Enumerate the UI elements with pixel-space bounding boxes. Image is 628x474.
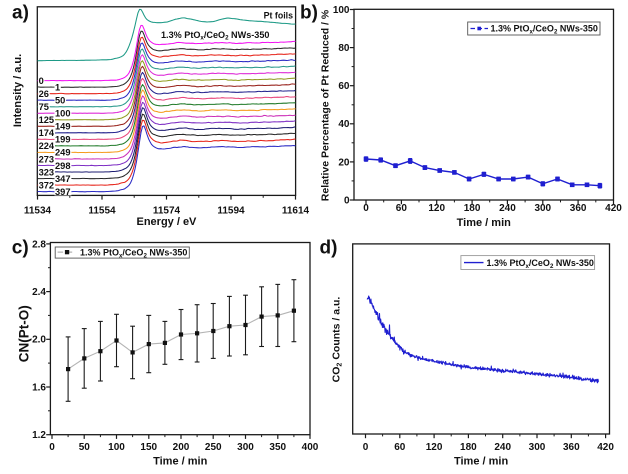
svg-text:b): b) bbox=[300, 3, 318, 24]
svg-text:1.3% PtOx/CeO2 NWs-350: 1.3% PtOx/CeO2 NWs-350 bbox=[80, 247, 187, 259]
svg-text:347: 347 bbox=[55, 174, 71, 184]
svg-text:100: 100 bbox=[333, 5, 350, 16]
svg-text:Pt foils: Pt foils bbox=[264, 10, 293, 20]
svg-text:26: 26 bbox=[39, 89, 49, 99]
svg-text:75: 75 bbox=[39, 102, 49, 112]
svg-text:1.3% PtOx/CeO2 NWs-350: 1.3% PtOx/CeO2 NWs-350 bbox=[161, 30, 269, 42]
svg-text:d): d) bbox=[320, 238, 338, 259]
svg-text:0: 0 bbox=[363, 442, 369, 453]
svg-text:Time / min: Time / min bbox=[454, 455, 508, 467]
svg-text:20: 20 bbox=[338, 157, 350, 168]
svg-text:240: 240 bbox=[499, 203, 516, 214]
svg-text:40: 40 bbox=[338, 119, 350, 130]
svg-text:180: 180 bbox=[460, 442, 477, 453]
svg-text:1.3% PtOx/CeO2 NWs-350: 1.3% PtOx/CeO2 NWs-350 bbox=[491, 24, 598, 36]
svg-text:60: 60 bbox=[396, 203, 408, 214]
svg-text:420: 420 bbox=[605, 203, 622, 214]
svg-text:50: 50 bbox=[55, 95, 65, 105]
svg-text:300: 300 bbox=[237, 442, 254, 453]
svg-text:1.6: 1.6 bbox=[32, 382, 46, 393]
svg-text:11574: 11574 bbox=[153, 206, 181, 217]
svg-text:1.2: 1.2 bbox=[32, 430, 46, 441]
svg-text:298: 298 bbox=[55, 161, 71, 171]
svg-text:150: 150 bbox=[140, 442, 157, 453]
svg-text:1.3% PtOx/CeO2 NWs-350: 1.3% PtOx/CeO2 NWs-350 bbox=[487, 258, 594, 270]
svg-text:180: 180 bbox=[464, 203, 481, 214]
svg-text:199: 199 bbox=[55, 135, 71, 145]
svg-text:350: 350 bbox=[269, 442, 286, 453]
svg-text:a): a) bbox=[12, 3, 29, 24]
svg-text:120: 120 bbox=[426, 442, 443, 453]
svg-text:249: 249 bbox=[55, 148, 71, 158]
svg-text:Energy / eV: Energy / eV bbox=[136, 216, 197, 228]
svg-text:360: 360 bbox=[570, 203, 587, 214]
svg-text:400: 400 bbox=[302, 442, 319, 453]
svg-text:CN(Pt-O): CN(Pt-O) bbox=[17, 305, 32, 362]
svg-text:Intensity / a.u.: Intensity / a.u. bbox=[12, 54, 24, 127]
svg-text:2.4: 2.4 bbox=[32, 287, 46, 298]
svg-text:420: 420 bbox=[597, 442, 614, 453]
svg-text:360: 360 bbox=[563, 442, 580, 453]
svg-text:80: 80 bbox=[338, 43, 350, 54]
svg-text:149: 149 bbox=[55, 122, 71, 132]
svg-text:Time / min: Time / min bbox=[153, 455, 207, 467]
svg-text:0: 0 bbox=[344, 195, 350, 206]
svg-text:100: 100 bbox=[108, 442, 125, 453]
svg-text:2.8: 2.8 bbox=[32, 239, 46, 250]
svg-text:397: 397 bbox=[55, 187, 71, 197]
svg-text:60: 60 bbox=[338, 81, 350, 92]
svg-text:50: 50 bbox=[79, 442, 91, 453]
svg-text:11594: 11594 bbox=[217, 206, 245, 217]
svg-text:200: 200 bbox=[173, 442, 190, 453]
svg-text:11614: 11614 bbox=[282, 206, 310, 217]
svg-text:125: 125 bbox=[39, 115, 55, 125]
svg-text:300: 300 bbox=[534, 203, 551, 214]
svg-text:120: 120 bbox=[428, 203, 445, 214]
svg-text:11534: 11534 bbox=[24, 206, 52, 217]
svg-text:300: 300 bbox=[529, 442, 546, 453]
svg-text:c): c) bbox=[12, 238, 29, 259]
svg-text:372: 372 bbox=[39, 180, 55, 190]
svg-text:0: 0 bbox=[363, 203, 369, 214]
svg-text:CO2 Counts / a.u.: CO2 Counts / a.u. bbox=[331, 297, 344, 383]
svg-text:1: 1 bbox=[55, 82, 60, 92]
svg-text:60: 60 bbox=[394, 442, 406, 453]
svg-text:224: 224 bbox=[39, 141, 55, 151]
svg-text:240: 240 bbox=[494, 442, 511, 453]
svg-text:2.0: 2.0 bbox=[32, 335, 46, 346]
svg-text:11554: 11554 bbox=[88, 206, 116, 217]
svg-text:0: 0 bbox=[49, 442, 55, 453]
svg-text:100: 100 bbox=[55, 109, 71, 119]
svg-text:174: 174 bbox=[39, 128, 55, 138]
svg-text:250: 250 bbox=[205, 442, 222, 453]
svg-text:Time / min: Time / min bbox=[457, 217, 511, 229]
svg-text:273: 273 bbox=[39, 154, 55, 164]
svg-text:Relative Percentage of Pt Redu: Relative Percentage of Pt Reduced / % bbox=[320, 9, 332, 201]
svg-text:0: 0 bbox=[39, 76, 44, 86]
svg-text:323: 323 bbox=[39, 167, 55, 177]
